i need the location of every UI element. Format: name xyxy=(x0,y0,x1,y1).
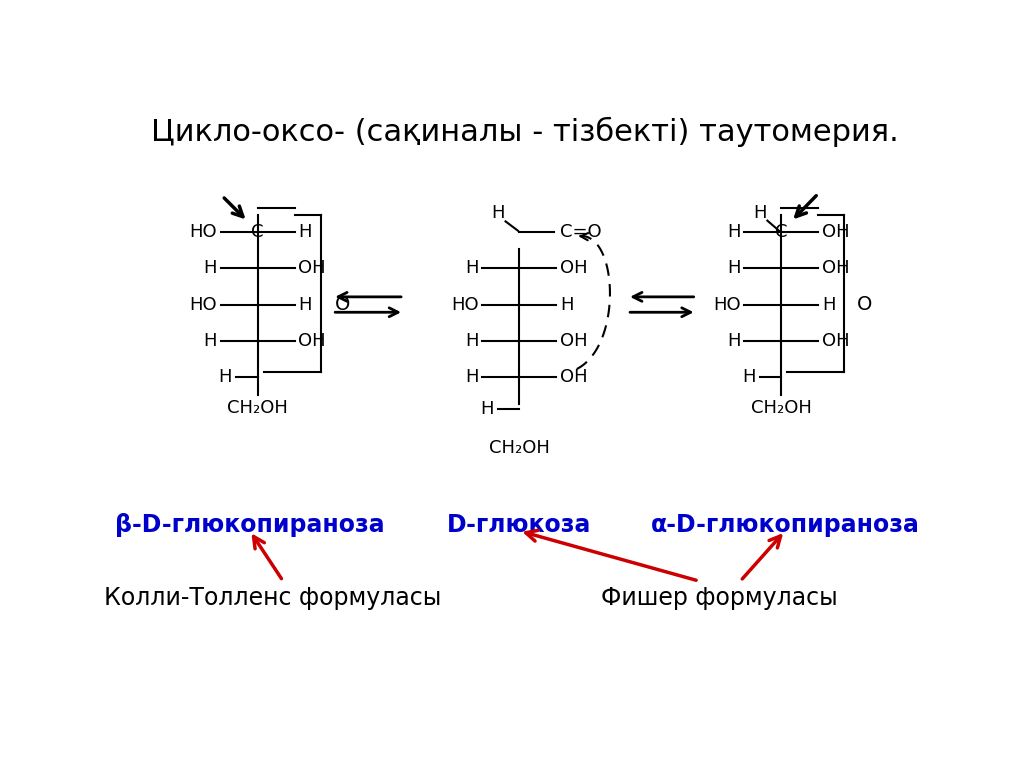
Text: H: H xyxy=(753,204,766,222)
Text: O: O xyxy=(335,295,350,314)
Text: H: H xyxy=(298,295,312,314)
Text: Цикло-оксо- (сақиналы - тізбекті) таутомерия.: Цикло-оксо- (сақиналы - тізбекті) таутом… xyxy=(151,117,899,147)
Text: OH: OH xyxy=(822,259,850,278)
Text: H: H xyxy=(742,368,756,386)
Text: H: H xyxy=(204,332,217,350)
Text: CH₂OH: CH₂OH xyxy=(227,399,288,416)
Text: H: H xyxy=(465,259,478,278)
Text: HO: HO xyxy=(189,223,217,241)
Text: C=O: C=O xyxy=(560,223,602,241)
Text: OH: OH xyxy=(560,368,588,386)
Text: H: H xyxy=(727,259,740,278)
Text: CH₂OH: CH₂OH xyxy=(751,399,812,416)
Text: HO: HO xyxy=(451,295,478,314)
Text: H: H xyxy=(727,332,740,350)
Text: HO: HO xyxy=(189,295,217,314)
Text: H: H xyxy=(492,204,505,222)
Text: HO: HO xyxy=(713,295,740,314)
Text: O: O xyxy=(857,295,872,314)
Text: OH: OH xyxy=(298,259,326,278)
Text: H: H xyxy=(465,368,478,386)
Text: H: H xyxy=(480,400,494,418)
Text: C: C xyxy=(775,223,787,241)
Text: H: H xyxy=(298,223,312,241)
Text: OH: OH xyxy=(560,332,588,350)
Text: Колли-Толленс формуласы: Колли-Толленс формуласы xyxy=(104,586,441,610)
Text: H: H xyxy=(465,332,478,350)
Text: α-D-глюкопираноза: α-D-глюкопираноза xyxy=(650,513,920,537)
Text: H: H xyxy=(560,295,573,314)
Text: CH₂OH: CH₂OH xyxy=(489,439,550,457)
Text: OH: OH xyxy=(298,332,326,350)
Text: H: H xyxy=(822,295,836,314)
Text: OH: OH xyxy=(822,332,850,350)
Text: OH: OH xyxy=(560,259,588,278)
Text: β-D-глюкопираноза: β-D-глюкопираноза xyxy=(115,513,385,537)
Text: D-глюкоза: D-глюкоза xyxy=(447,513,592,537)
Text: H: H xyxy=(204,259,217,278)
Text: C: C xyxy=(251,223,264,241)
Text: H: H xyxy=(219,368,232,386)
Text: H: H xyxy=(727,223,740,241)
Text: Фишер формуласы: Фишер формуласы xyxy=(601,586,838,610)
Text: OH: OH xyxy=(822,223,850,241)
